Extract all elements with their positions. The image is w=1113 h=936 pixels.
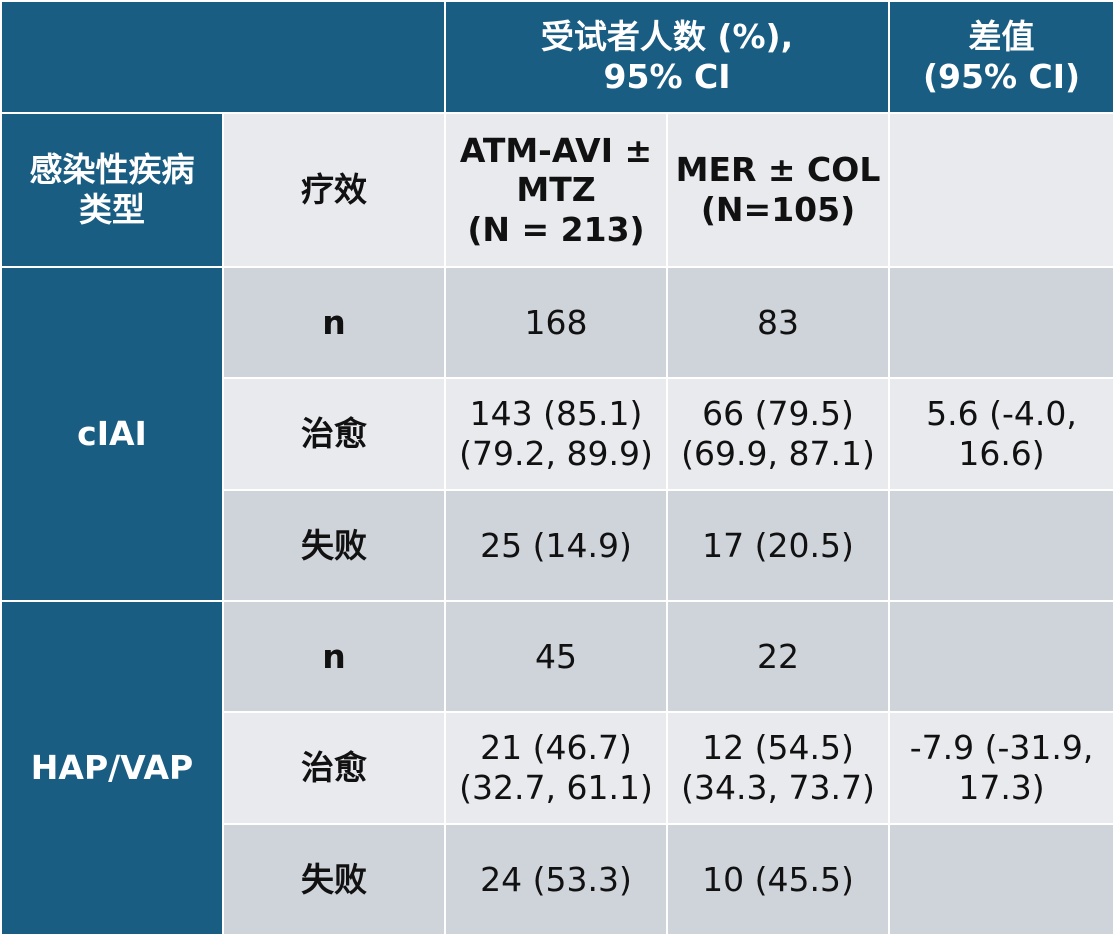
arm2-value-line: 83 [757, 302, 799, 342]
diff-cell: -7.9 (-31.9, 17.3) [888, 711, 1113, 825]
efficacy-cell: 治愈 [222, 711, 446, 825]
group-header-line1: 受试者人数 (%), [540, 17, 794, 57]
arm2-cell: 17 (20.5) [665, 489, 891, 602]
diff-value-line: 5.6 (-4.0, [926, 394, 1077, 434]
arm1-value-line: 24 (53.3) [480, 859, 632, 899]
infection-type-label: HAP/VAP [0, 600, 224, 936]
efficacy-cell: 治愈 [222, 377, 446, 491]
arm1-header-line2: MTZ [516, 170, 596, 210]
diff-header: 差值 (95% CI) [888, 0, 1113, 114]
infection-type-line1: 感染性疾病 [29, 150, 195, 190]
arm2-value-line: 17 (20.5) [702, 525, 854, 565]
arm1-cell: 168 [444, 266, 668, 379]
arm1-cell: 21 (46.7) (32.7, 61.1) [444, 711, 668, 825]
arm1-value-line: (32.7, 61.1) [459, 768, 653, 807]
diff-header-line1: 差值 [968, 17, 1035, 57]
infection-type-header: 感染性疾病 类型 [0, 112, 224, 268]
infection-type-line2: 类型 [79, 190, 145, 229]
arm2-value-line: (69.9, 87.1) [681, 434, 875, 473]
arm2-cell: 12 (54.5) (34.3, 73.7) [665, 711, 891, 825]
table-row: 失败 24 (53.3) 10 (45.5) [1, 823, 1113, 936]
group-header-line2: 95% CI [603, 57, 731, 96]
arm1-value-line: 21 (46.7) [480, 728, 632, 768]
infection-type-label: cIAI [0, 266, 224, 602]
arm2-value-line: (34.3, 73.7) [681, 768, 875, 807]
arm2-header-line2: (N=105) [700, 190, 856, 229]
arm1-cell: 45 [444, 600, 668, 713]
header-row-sub: 感染性疾病 类型 疗效 ATM-AVI ± MTZ (N = 213) MER … [0, 112, 1113, 268]
arm1-value-line: 143 (85.1) [469, 394, 643, 434]
efficacy-cell: 失败 [222, 489, 446, 602]
table-row: 失败 25 (14.9) 17 (20.5) [1, 489, 1113, 602]
arm1-cell: 143 (85.1) (79.2, 89.9) [444, 377, 668, 491]
table-row: cIAI n 168 83 [0, 266, 1113, 602]
efficacy-cell: n [222, 600, 446, 713]
arm2-header-line1: MER ± COL [675, 150, 881, 190]
arm1-header-line3: (N = 213) [467, 209, 645, 249]
diff-cell [888, 489, 1113, 602]
arm1-value-line: 25 (14.9) [480, 525, 632, 565]
table-body: cIAI n 168 83 治愈 143 (85.1) (79.2, 89.9) 66 (79… [0, 266, 1113, 936]
arm1-header: ATM-AVI ± MTZ (N = 213) [444, 112, 668, 268]
arm1-cell: 24 (53.3) [444, 823, 668, 936]
diff-value-line: 16.6) [958, 434, 1045, 473]
diff-header-line2: (95% CI) [922, 57, 1081, 96]
efficacy-cell: n [222, 266, 446, 379]
arm2-cell: 22 [665, 600, 891, 713]
diff-cell: 5.6 (-4.0, 16.6) [888, 377, 1113, 491]
diff-cell [888, 600, 1113, 713]
group-header: 受试者人数 (%), 95% CI [443, 0, 891, 114]
arm1-value-line: 168 [524, 302, 588, 342]
arm2-value-line: 22 [757, 636, 799, 676]
arm2-value-line: 66 (79.5) [702, 394, 854, 434]
arm2-value-line: 12 (54.5) [702, 728, 854, 768]
table-row: 治愈 143 (85.1) (79.2, 89.9) 66 (79.5) (69.9, … [1, 377, 1113, 491]
diff-value-line: 17.3) [958, 768, 1045, 807]
diff-cell [888, 823, 1113, 936]
diff-header-blank [888, 112, 1113, 268]
arm2-cell: 10 (45.5) [665, 823, 891, 936]
table-row: 治愈 21 (46.7) (32.7, 61.1) 12 (54.5) (34.3, 7… [1, 711, 1113, 825]
table-row: HAP/VAP n 45 22 [0, 600, 1113, 936]
diff-cell [888, 266, 1113, 379]
arm2-cell: 66 (79.5) (69.9, 87.1) [665, 377, 891, 491]
arm2-cell: 83 [665, 266, 891, 379]
diff-value-line: -7.9 (-31.9, [909, 728, 1094, 768]
arm2-value-line: 10 (45.5) [702, 859, 854, 899]
efficacy-header: 疗效 [222, 112, 446, 268]
header-row-top: 受试者人数 (%), 95% CI 差值 (95% CI) [0, 0, 1113, 114]
arm1-value-line: 45 [535, 636, 577, 676]
arm2-header: MER ± COL (N=105) [665, 112, 891, 268]
header-blank-cell [0, 0, 446, 114]
arm1-value-line: (79.2, 89.9) [459, 434, 653, 473]
arm1-header-line1: ATM-AVI ± [459, 130, 653, 170]
efficacy-cell: 失败 [222, 823, 446, 936]
arm1-cell: 25 (14.9) [444, 489, 668, 602]
